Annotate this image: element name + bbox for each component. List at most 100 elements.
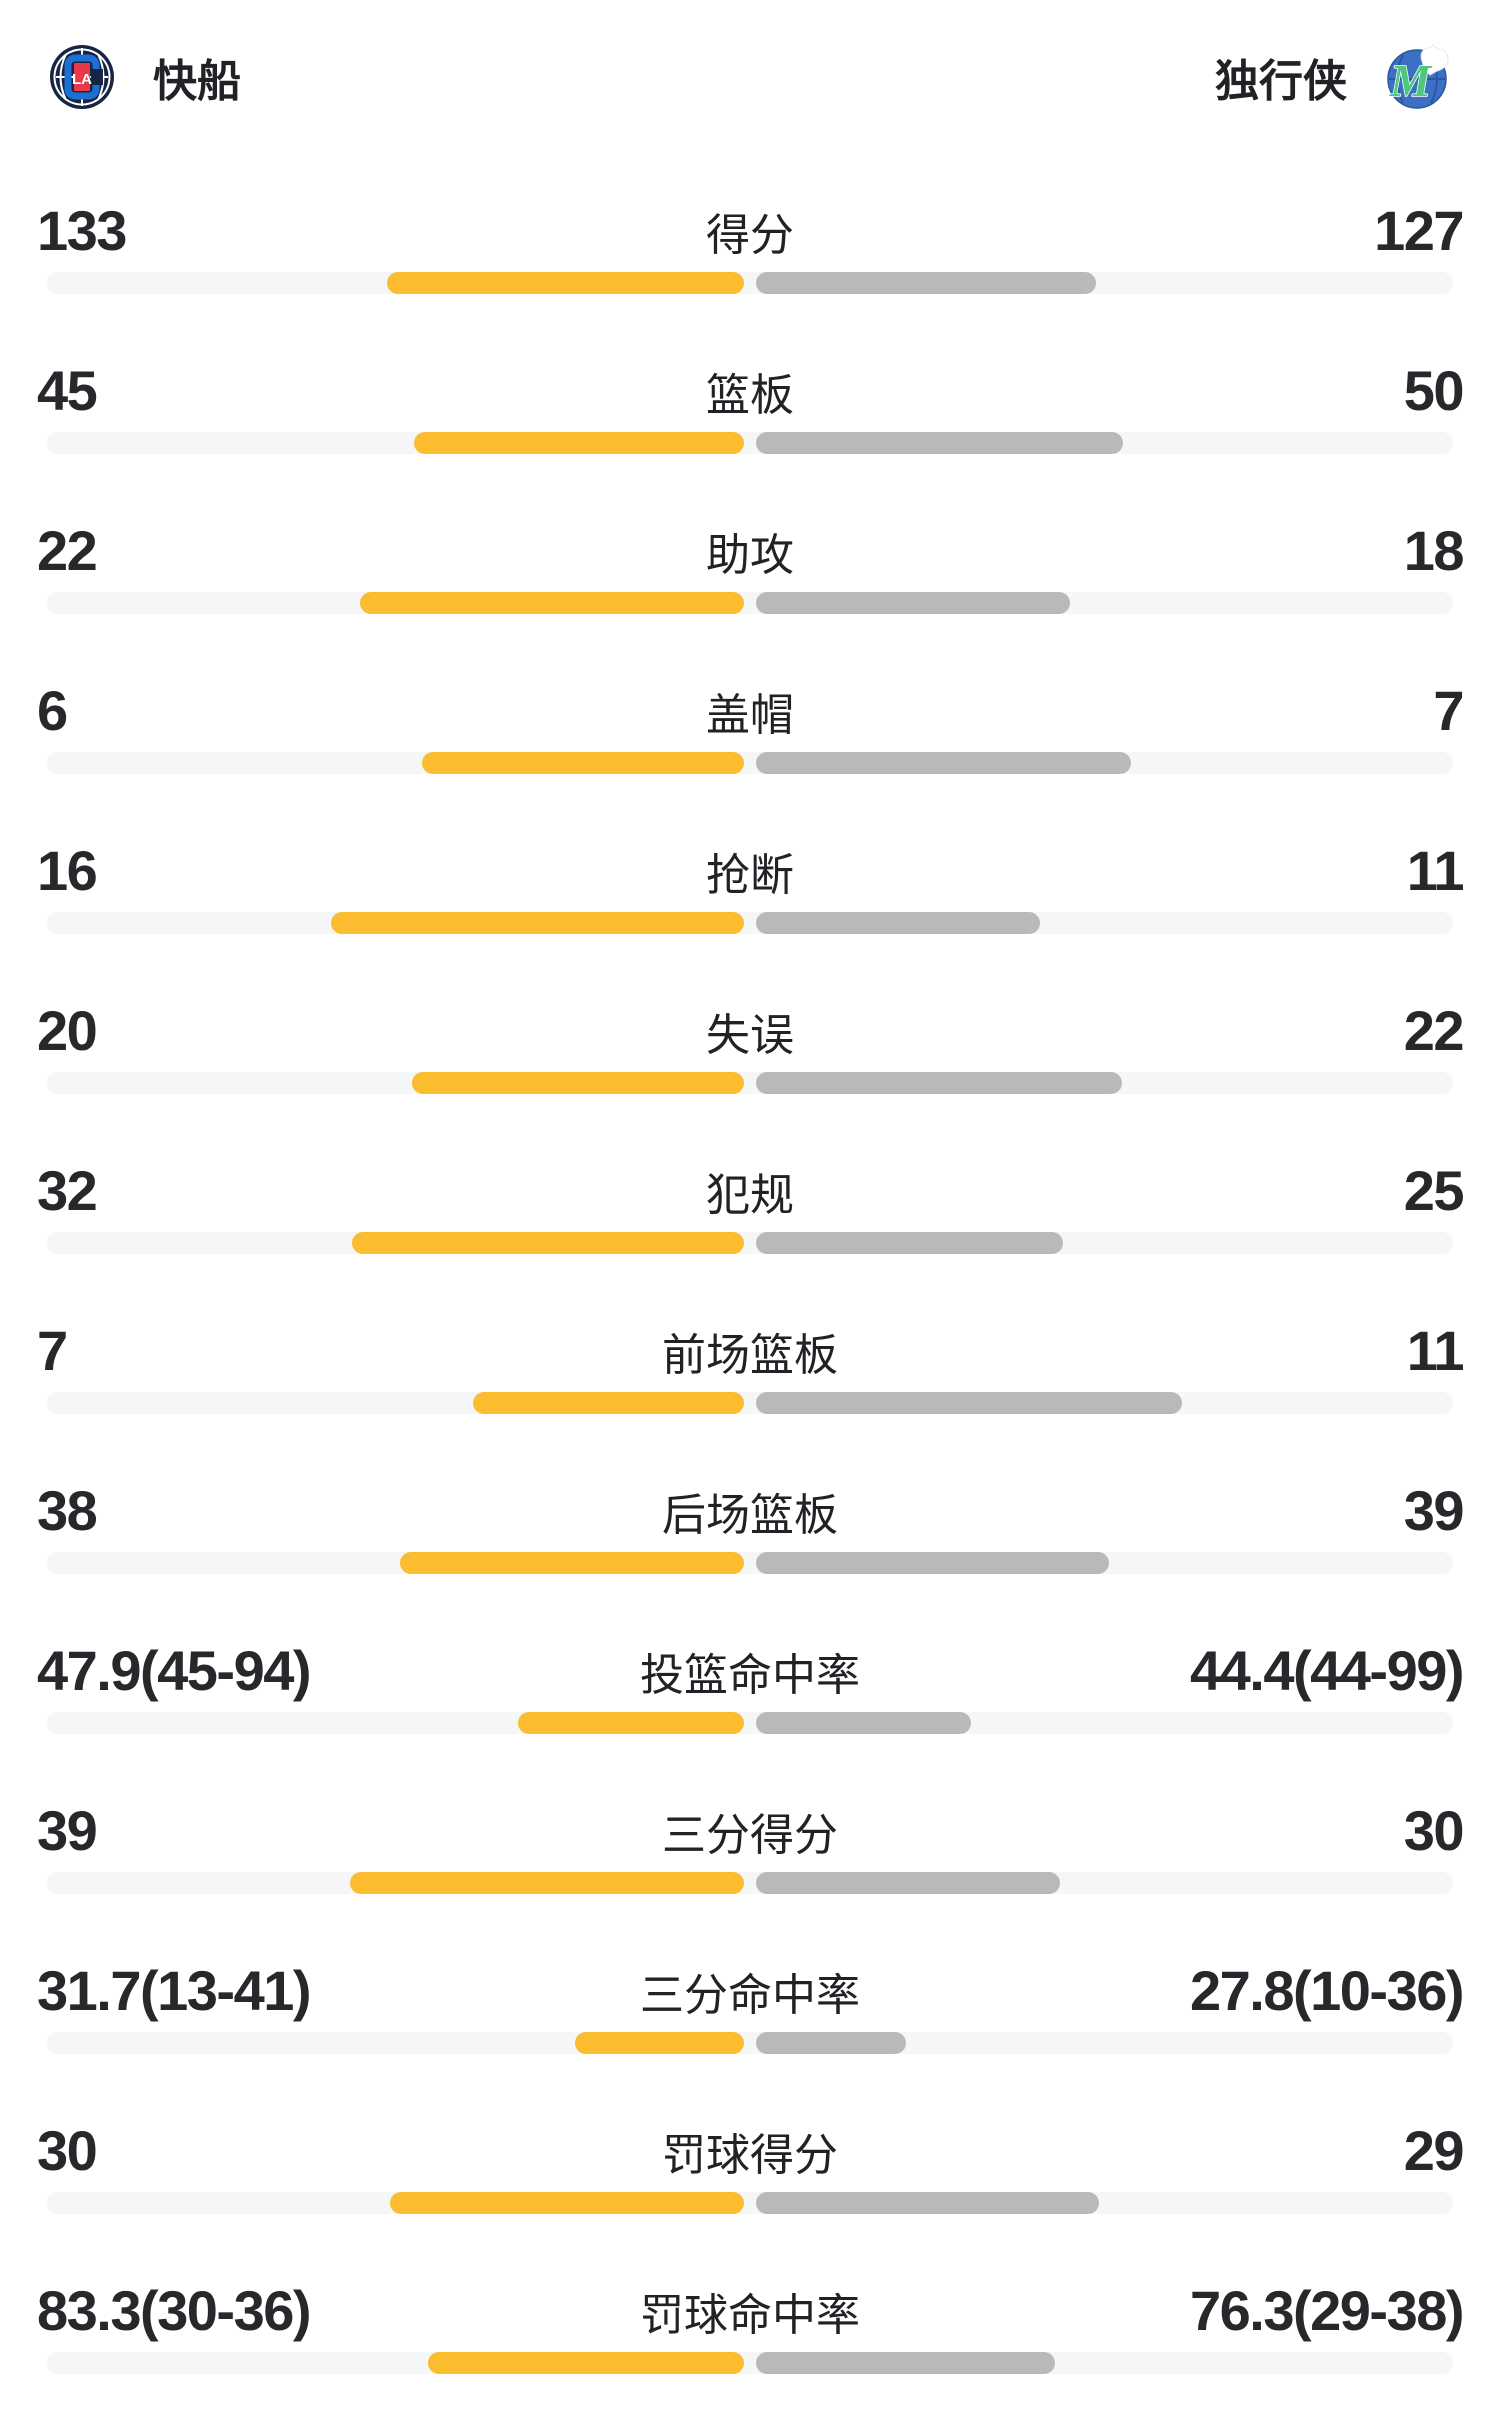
stat-line: 22 助攻 18 <box>37 518 1465 582</box>
stat-row: 22 助攻 18 <box>37 490 1465 650</box>
bar-track <box>47 1072 1453 1094</box>
away-bar <box>756 2192 1100 2214</box>
home-bar <box>399 1552 744 1574</box>
stat-row: 32 犯规 25 <box>37 1130 1465 1290</box>
away-value: 39 <box>1403 1479 1465 1542</box>
home-value: 30 <box>37 2119 98 2182</box>
bar-track <box>47 592 1453 614</box>
away-bar <box>756 272 1097 294</box>
home-bar <box>350 1872 744 1894</box>
away-value: 11 <box>1406 839 1465 902</box>
stat-label: 后场篮板 <box>662 1490 838 1540</box>
stat-row: 16 抢断 11 <box>37 810 1465 970</box>
away-bar <box>756 1392 1183 1414</box>
bar-track <box>47 432 1453 454</box>
home-bar <box>351 1232 744 1254</box>
stat-row: 7 前场篮板 11 <box>37 1290 1465 1450</box>
away-bar <box>756 1232 1063 1254</box>
home-bar <box>412 1072 744 1094</box>
away-value: 25 <box>1403 1159 1465 1222</box>
stat-label: 三分命中率 <box>640 1970 860 2020</box>
away-value: 50 <box>1403 359 1465 422</box>
stat-row: 47.9(45-94) 投篮命中率 44.4(44-99) <box>37 1610 1465 1770</box>
stat-label: 三分得分 <box>662 1810 838 1860</box>
stat-line: 47.9(45-94) 投篮命中率 44.4(44-99) <box>37 1638 1465 1702</box>
stat-label: 犯规 <box>706 1170 794 1220</box>
away-bar <box>756 1712 972 1734</box>
stat-line: 133 得分 127 <box>37 198 1464 262</box>
away-value: 18 <box>1403 519 1465 582</box>
home-value: 31.7(13-41) <box>37 1959 312 2022</box>
mavericks-logo-icon: M <box>1387 44 1449 109</box>
stat-line: 7 前场篮板 11 <box>37 1318 1465 1382</box>
stat-row: 45 篮板 50 <box>37 330 1465 490</box>
stat-label: 助攻 <box>706 530 794 580</box>
home-bar <box>389 2192 744 2214</box>
away-value: 11 <box>1406 1319 1465 1382</box>
away-bar <box>756 432 1123 454</box>
away-bar <box>756 1072 1122 1094</box>
stat-row: 83.3(30-36) 罚球命中率 76.3(29-38) <box>37 2250 1465 2410</box>
away-bar <box>756 752 1132 774</box>
stat-row: 6 盖帽 7 <box>37 650 1464 810</box>
bar-track <box>47 1552 1453 1574</box>
stat-label: 盖帽 <box>706 690 794 740</box>
stat-label: 篮板 <box>706 370 794 420</box>
stat-label: 失误 <box>706 1010 794 1060</box>
stat-line: 16 抢断 11 <box>37 838 1465 902</box>
stat-row: 133 得分 127 <box>37 170 1464 330</box>
home-bar <box>575 2032 744 2054</box>
stat-label: 投篮命中率 <box>640 1650 860 1700</box>
svg-text:LA: LA <box>72 71 92 88</box>
home-value: 6 <box>37 679 68 742</box>
bar-track <box>47 2032 1453 2054</box>
stat-line: 20 失误 22 <box>37 998 1465 1062</box>
bar-track <box>47 1232 1453 1254</box>
away-bar <box>756 2352 1056 2374</box>
away-bar <box>756 912 1040 934</box>
home-value: 22 <box>37 519 98 582</box>
teams-header: LA 快船 独行侠 M <box>37 42 1463 112</box>
bar-track <box>47 912 1453 934</box>
home-value: 32 <box>37 1159 98 1222</box>
home-value: 45 <box>37 359 98 422</box>
stat-line: 32 犯规 25 <box>37 1158 1465 1222</box>
stats-list: 133 得分 127 45 篮板 50 22 助攻 18 <box>37 170 1465 2410</box>
bar-track <box>47 2352 1453 2374</box>
stat-row: 20 失误 22 <box>37 970 1465 1130</box>
stat-line: 30 罚球得分 29 <box>37 2118 1465 2182</box>
away-value: 30 <box>1403 1799 1465 1862</box>
home-value: 133 <box>37 199 127 262</box>
stat-label: 抢断 <box>706 850 794 900</box>
stat-row: 30 罚球得分 29 <box>37 2090 1465 2250</box>
away-value: 7 <box>1433 679 1464 742</box>
away-value: 29 <box>1403 2119 1465 2182</box>
home-team-name: 快船 <box>153 57 241 106</box>
stat-label: 得分 <box>706 210 794 260</box>
away-bar <box>756 1872 1060 1894</box>
away-value: 22 <box>1403 999 1465 1062</box>
stat-label: 罚球命中率 <box>640 2290 860 2340</box>
bar-track <box>47 1392 1453 1414</box>
clippers-logo-icon: LA <box>50 45 114 109</box>
stat-line: 31.7(13-41) 三分命中率 27.8(10-36) <box>37 1958 1465 2022</box>
bar-track <box>47 272 1453 294</box>
away-value: 27.8(10-36) <box>1189 1959 1465 2022</box>
home-value: 83.3(30-36) <box>37 2279 312 2342</box>
away-bar <box>756 2032 907 2054</box>
home-value: 38 <box>37 1479 98 1542</box>
stat-label: 前场篮板 <box>662 1330 838 1380</box>
stat-line: 6 盖帽 7 <box>37 678 1464 742</box>
bar-track <box>47 1872 1453 1894</box>
home-bar <box>386 272 744 294</box>
svg-text:M: M <box>1389 55 1433 106</box>
stat-row: 38 后场篮板 39 <box>37 1450 1465 1610</box>
home-bar <box>427 2352 744 2374</box>
home-bar <box>472 1392 744 1414</box>
home-value: 7 <box>37 1319 68 1382</box>
home-value: 39 <box>37 1799 98 1862</box>
home-bar <box>413 432 744 454</box>
away-value: 76.3(29-38) <box>1189 2279 1465 2342</box>
bar-track <box>47 752 1453 774</box>
